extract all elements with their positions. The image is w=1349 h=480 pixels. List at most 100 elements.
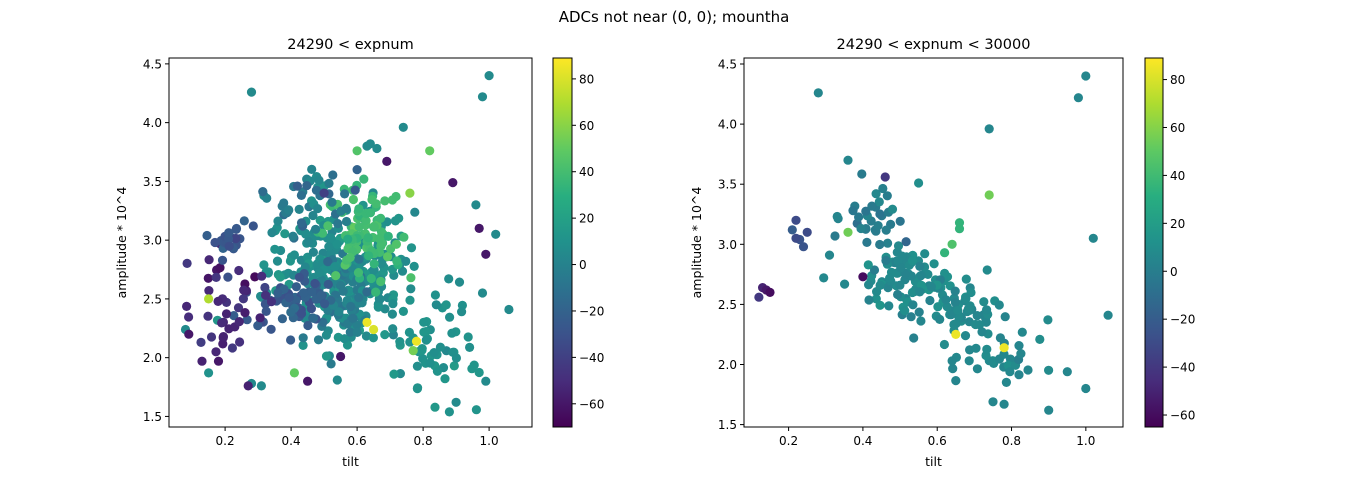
- scatter-point: [1088, 233, 1098, 243]
- scatter-point: [999, 399, 1009, 409]
- scatter-point: [858, 272, 868, 282]
- scatter-point: [988, 397, 998, 407]
- scatter-point: [474, 367, 484, 378]
- scatter-point: [321, 330, 331, 340]
- scatter-point: [206, 332, 217, 342]
- scatter-point: [234, 317, 244, 327]
- scatter-point: [914, 178, 924, 188]
- scatter-point: [352, 320, 362, 330]
- scatter-point: [966, 287, 976, 298]
- colorbar-tick-label: −20: [1170, 313, 1195, 327]
- scatter-point: [1017, 327, 1027, 337]
- scatter-point: [204, 286, 214, 296]
- scatter-point: [217, 255, 228, 265]
- scatter-point: [372, 143, 382, 154]
- colorbar-tick-label: 0: [1170, 265, 1178, 279]
- scatter-point: [984, 124, 994, 134]
- scatter-point: [292, 181, 302, 191]
- y-axis-label: amplitude * 10^4: [689, 187, 704, 299]
- scatter-point: [368, 333, 378, 343]
- scatter-point: [869, 265, 880, 275]
- scatter-point: [994, 354, 1005, 364]
- scatter-point: [947, 239, 957, 249]
- scatter-point: [275, 272, 285, 282]
- scatter-point: [940, 248, 950, 258]
- scatter-point: [366, 273, 376, 284]
- scatter-point: [296, 309, 307, 319]
- scatter-point: [262, 193, 272, 203]
- y-tick-label: 2.0: [718, 358, 737, 372]
- scatter-point: [184, 329, 194, 339]
- scatter-point: [310, 278, 320, 289]
- scatter-point: [376, 276, 386, 287]
- scatter-point: [218, 339, 228, 349]
- scatter-point: [848, 206, 858, 216]
- scatter-point: [359, 174, 369, 184]
- scatter-point: [345, 252, 355, 263]
- colorbar-tick-label: 40: [1170, 169, 1185, 183]
- scatter-point: [425, 146, 435, 156]
- scatter-point: [935, 314, 945, 324]
- scatter-point: [204, 255, 214, 265]
- plot-title: 24290 < expnum < 30000: [837, 37, 1031, 53]
- scatter-point: [286, 307, 296, 317]
- y-tick-label: 2.5: [143, 292, 162, 306]
- scatter-point: [881, 225, 891, 235]
- scatter-point: [217, 318, 227, 328]
- scatter-point: [843, 155, 853, 165]
- scatter-point: [348, 194, 358, 205]
- scatter-point: [266, 324, 276, 334]
- scatter-point: [246, 87, 257, 97]
- scatter-point: [308, 210, 318, 221]
- scatter-point: [291, 282, 301, 292]
- colorbar-tick-label: 0: [579, 258, 587, 272]
- scatter-point: [341, 216, 352, 227]
- scatter-point: [352, 146, 362, 156]
- scatter-point: [895, 280, 905, 290]
- scatter-point: [854, 212, 864, 222]
- scatter-point: [289, 368, 299, 378]
- scatter-point: [430, 402, 440, 412]
- scatter-point: [343, 234, 353, 244]
- scatter-point: [328, 170, 338, 180]
- scatter-point: [314, 175, 324, 185]
- scatter-point: [909, 333, 919, 343]
- scatter-point: [227, 343, 237, 353]
- scatter-point: [907, 287, 918, 298]
- scatter-point: [296, 218, 307, 228]
- scatter-point: [504, 304, 514, 315]
- y-tick-label: 3.5: [143, 175, 162, 189]
- y-tick-label: 4.5: [143, 57, 162, 71]
- scatter-point: [881, 255, 891, 266]
- scatter-point: [961, 293, 971, 304]
- scatter-point: [857, 169, 867, 179]
- scatter-point: [240, 308, 250, 318]
- scatter-point: [326, 359, 336, 369]
- scatter-point: [365, 208, 376, 218]
- scatter-point: [235, 337, 245, 347]
- scatter-point: [318, 317, 328, 327]
- scatter-point: [412, 361, 422, 371]
- scatter-point: [444, 274, 454, 284]
- scatter-point: [369, 324, 379, 335]
- scatter-point: [862, 237, 872, 247]
- scatter-point: [813, 88, 823, 98]
- scatter-point: [261, 306, 271, 316]
- scatter-point: [409, 261, 419, 271]
- x-tick-label: 0.6: [928, 434, 947, 448]
- scatter-point: [1000, 312, 1010, 322]
- scatter-point: [316, 290, 326, 300]
- scatter-point: [323, 279, 333, 289]
- scatter-point: [234, 265, 244, 276]
- scatter-point: [224, 241, 234, 251]
- scatter-point: [961, 274, 971, 284]
- scatter-point: [364, 251, 374, 261]
- scatter-point: [380, 196, 390, 206]
- scatter-point: [383, 252, 393, 262]
- scatter-point: [376, 258, 387, 268]
- scatter-point: [864, 295, 874, 305]
- scatter-point: [388, 299, 398, 309]
- scatter-point: [1103, 310, 1113, 320]
- x-tick-label: 0.8: [1002, 434, 1021, 448]
- scatter-point: [362, 287, 372, 297]
